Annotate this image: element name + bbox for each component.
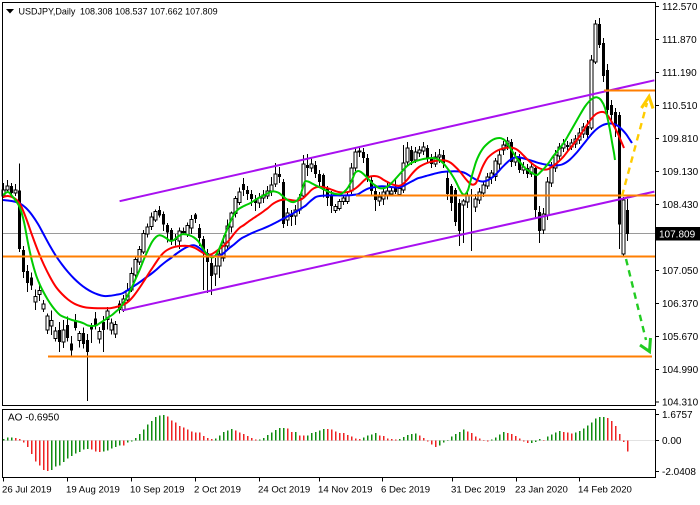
svg-text:6 Dec 2019: 6 Dec 2019	[381, 485, 430, 496]
svg-text:107.050: 107.050	[662, 266, 699, 277]
svg-text:23 Jan 2020: 23 Jan 2020	[515, 485, 568, 496]
svg-text:109.130: 109.130	[662, 167, 699, 178]
svg-text:104.310: 104.310	[662, 398, 699, 409]
svg-text:26 Jul 2019: 26 Jul 2019	[2, 485, 52, 496]
svg-text:10 Sep 2019: 10 Sep 2019	[130, 485, 184, 496]
svg-text:112.570: 112.570	[662, 2, 698, 13]
svg-text:109.810: 109.810	[662, 134, 699, 145]
svg-text:111.190: 111.190	[662, 68, 697, 79]
svg-text:24 Oct 2019: 24 Oct 2019	[258, 485, 310, 496]
svg-text:107.809: 107.809	[659, 230, 696, 241]
svg-text:31 Dec 2019: 31 Dec 2019	[451, 485, 505, 496]
svg-text:105.670: 105.670	[662, 332, 699, 343]
svg-text:111.870: 111.870	[662, 35, 697, 46]
svg-text:1.6757: 1.6757	[662, 410, 693, 421]
svg-text:2 Oct 2019: 2 Oct 2019	[194, 485, 241, 496]
svg-text:AO -0.6950: AO -0.6950	[8, 413, 60, 424]
svg-text:106.370: 106.370	[662, 299, 699, 310]
svg-text:-2.0408: -2.0408	[662, 467, 696, 478]
svg-text:14 Feb 2020: 14 Feb 2020	[578, 485, 632, 496]
svg-text:108.308 108.537 107.662 107.80: 108.308 108.537 107.662 107.809	[80, 7, 218, 17]
svg-text:110.510: 110.510	[662, 101, 698, 112]
svg-text:108.430: 108.430	[662, 200, 699, 211]
svg-text:0.00: 0.00	[662, 436, 682, 447]
svg-text:14 Nov 2019: 14 Nov 2019	[318, 485, 372, 496]
svg-text:104.990: 104.990	[662, 365, 699, 376]
svg-text:19 Aug 2019: 19 Aug 2019	[66, 485, 120, 496]
svg-text:USDJPY,Daily: USDJPY,Daily	[19, 7, 76, 17]
